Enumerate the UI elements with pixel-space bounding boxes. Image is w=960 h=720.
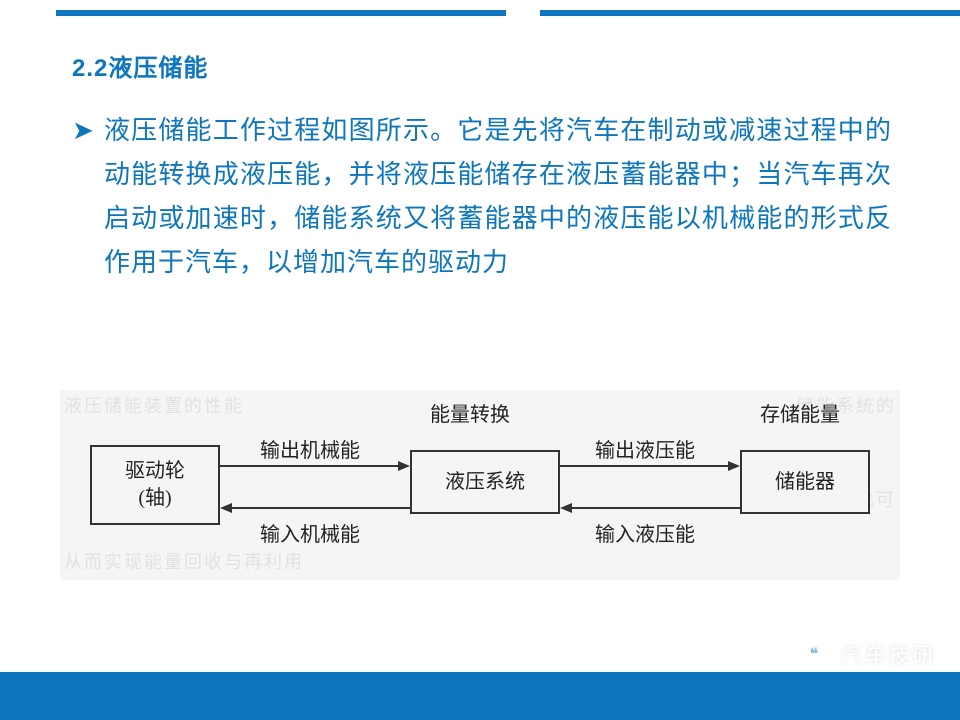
node-accumulator: 储能器 [740, 450, 870, 514]
diagram-top-label: 能量转换 [430, 398, 510, 427]
bottom-accent-bar [0, 672, 960, 720]
flow-diagram: 液压储能装置的性能 储能系统的 从而实现能量回收与再利用 由此可 能量转换 存储… [60, 390, 900, 580]
wechat-icon: ❝ [800, 639, 830, 669]
diagram-top-label: 存储能量 [760, 398, 840, 427]
arrow-label: 输出机械能 [260, 434, 360, 463]
node-label: 驱动轮 [125, 458, 185, 485]
top-bar-segment [56, 10, 506, 16]
ghost-text: 从而实现能量回收与再利用 [64, 548, 304, 574]
arrow-label: 输入机械能 [260, 518, 360, 547]
ghost-text: 液压储能装置的性能 [64, 392, 244, 418]
node-label: 液压系统 [445, 469, 525, 496]
node-label: (轴) [138, 485, 171, 512]
bullet-marker: ➤ [72, 108, 104, 152]
watermark-label: 汽车技研 [840, 638, 936, 670]
top-accent-bar [0, 10, 960, 18]
arrow-label: 输入液压能 [595, 518, 695, 547]
bullet-text: 液压储能工作过程如图所示。它是先将汽车在制动或减速过程中的动能转换成液压能，并将… [104, 108, 892, 284]
section-heading: 2.2液压储能 [72, 48, 208, 83]
arrow-acc-to-hyd [560, 502, 740, 514]
node-hydraulic-system: 液压系统 [410, 450, 560, 514]
top-bar-segment [540, 10, 960, 16]
arrow-label: 输出液压能 [595, 434, 695, 463]
node-drive-wheel: 驱动轮 (轴) [90, 445, 220, 525]
bullet-item: ➤ 液压储能工作过程如图所示。它是先将汽车在制动或减速过程中的动能转换成液压能，… [72, 108, 892, 284]
node-label: 储能器 [775, 469, 835, 496]
watermark: ❝ 汽车技研 [800, 638, 936, 670]
body-text-block: ➤ 液压储能工作过程如图所示。它是先将汽车在制动或减速过程中的动能转换成液压能，… [72, 108, 892, 284]
arrow-hyd-to-drive [220, 502, 410, 514]
